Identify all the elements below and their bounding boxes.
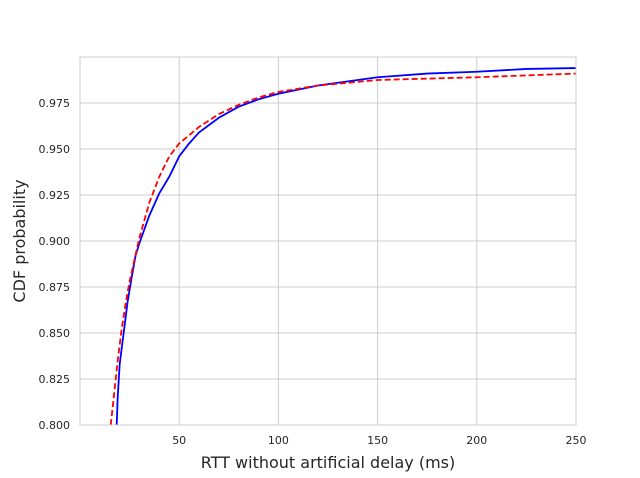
y-tick-labels: 0.800 0.825 0.850 0.875 0.900 0.925 0.950 0.975 <box>39 97 71 432</box>
y-axis-label: CDF probability <box>10 179 29 302</box>
y-tick-label: 0.875 <box>39 281 71 294</box>
x-tick-label: 50 <box>172 434 186 447</box>
x-tick-label: 250 <box>566 434 587 447</box>
x-axis-label: RTT without artificial delay (ms) <box>201 453 456 472</box>
y-tick-label: 0.925 <box>39 189 71 202</box>
y-tick-label: 0.900 <box>39 235 71 248</box>
y-tick-label: 0.950 <box>39 143 71 156</box>
x-tick-label: 200 <box>466 434 487 447</box>
y-tick-label: 0.850 <box>39 327 71 340</box>
x-tick-label: 150 <box>367 434 388 447</box>
y-tick-label: 0.975 <box>39 97 71 110</box>
y-tick-label: 0.800 <box>39 419 71 432</box>
y-tick-label: 0.825 <box>39 373 71 386</box>
x-tick-label: 100 <box>268 434 289 447</box>
x-tick-labels: 50 100 150 200 250 <box>172 434 586 447</box>
